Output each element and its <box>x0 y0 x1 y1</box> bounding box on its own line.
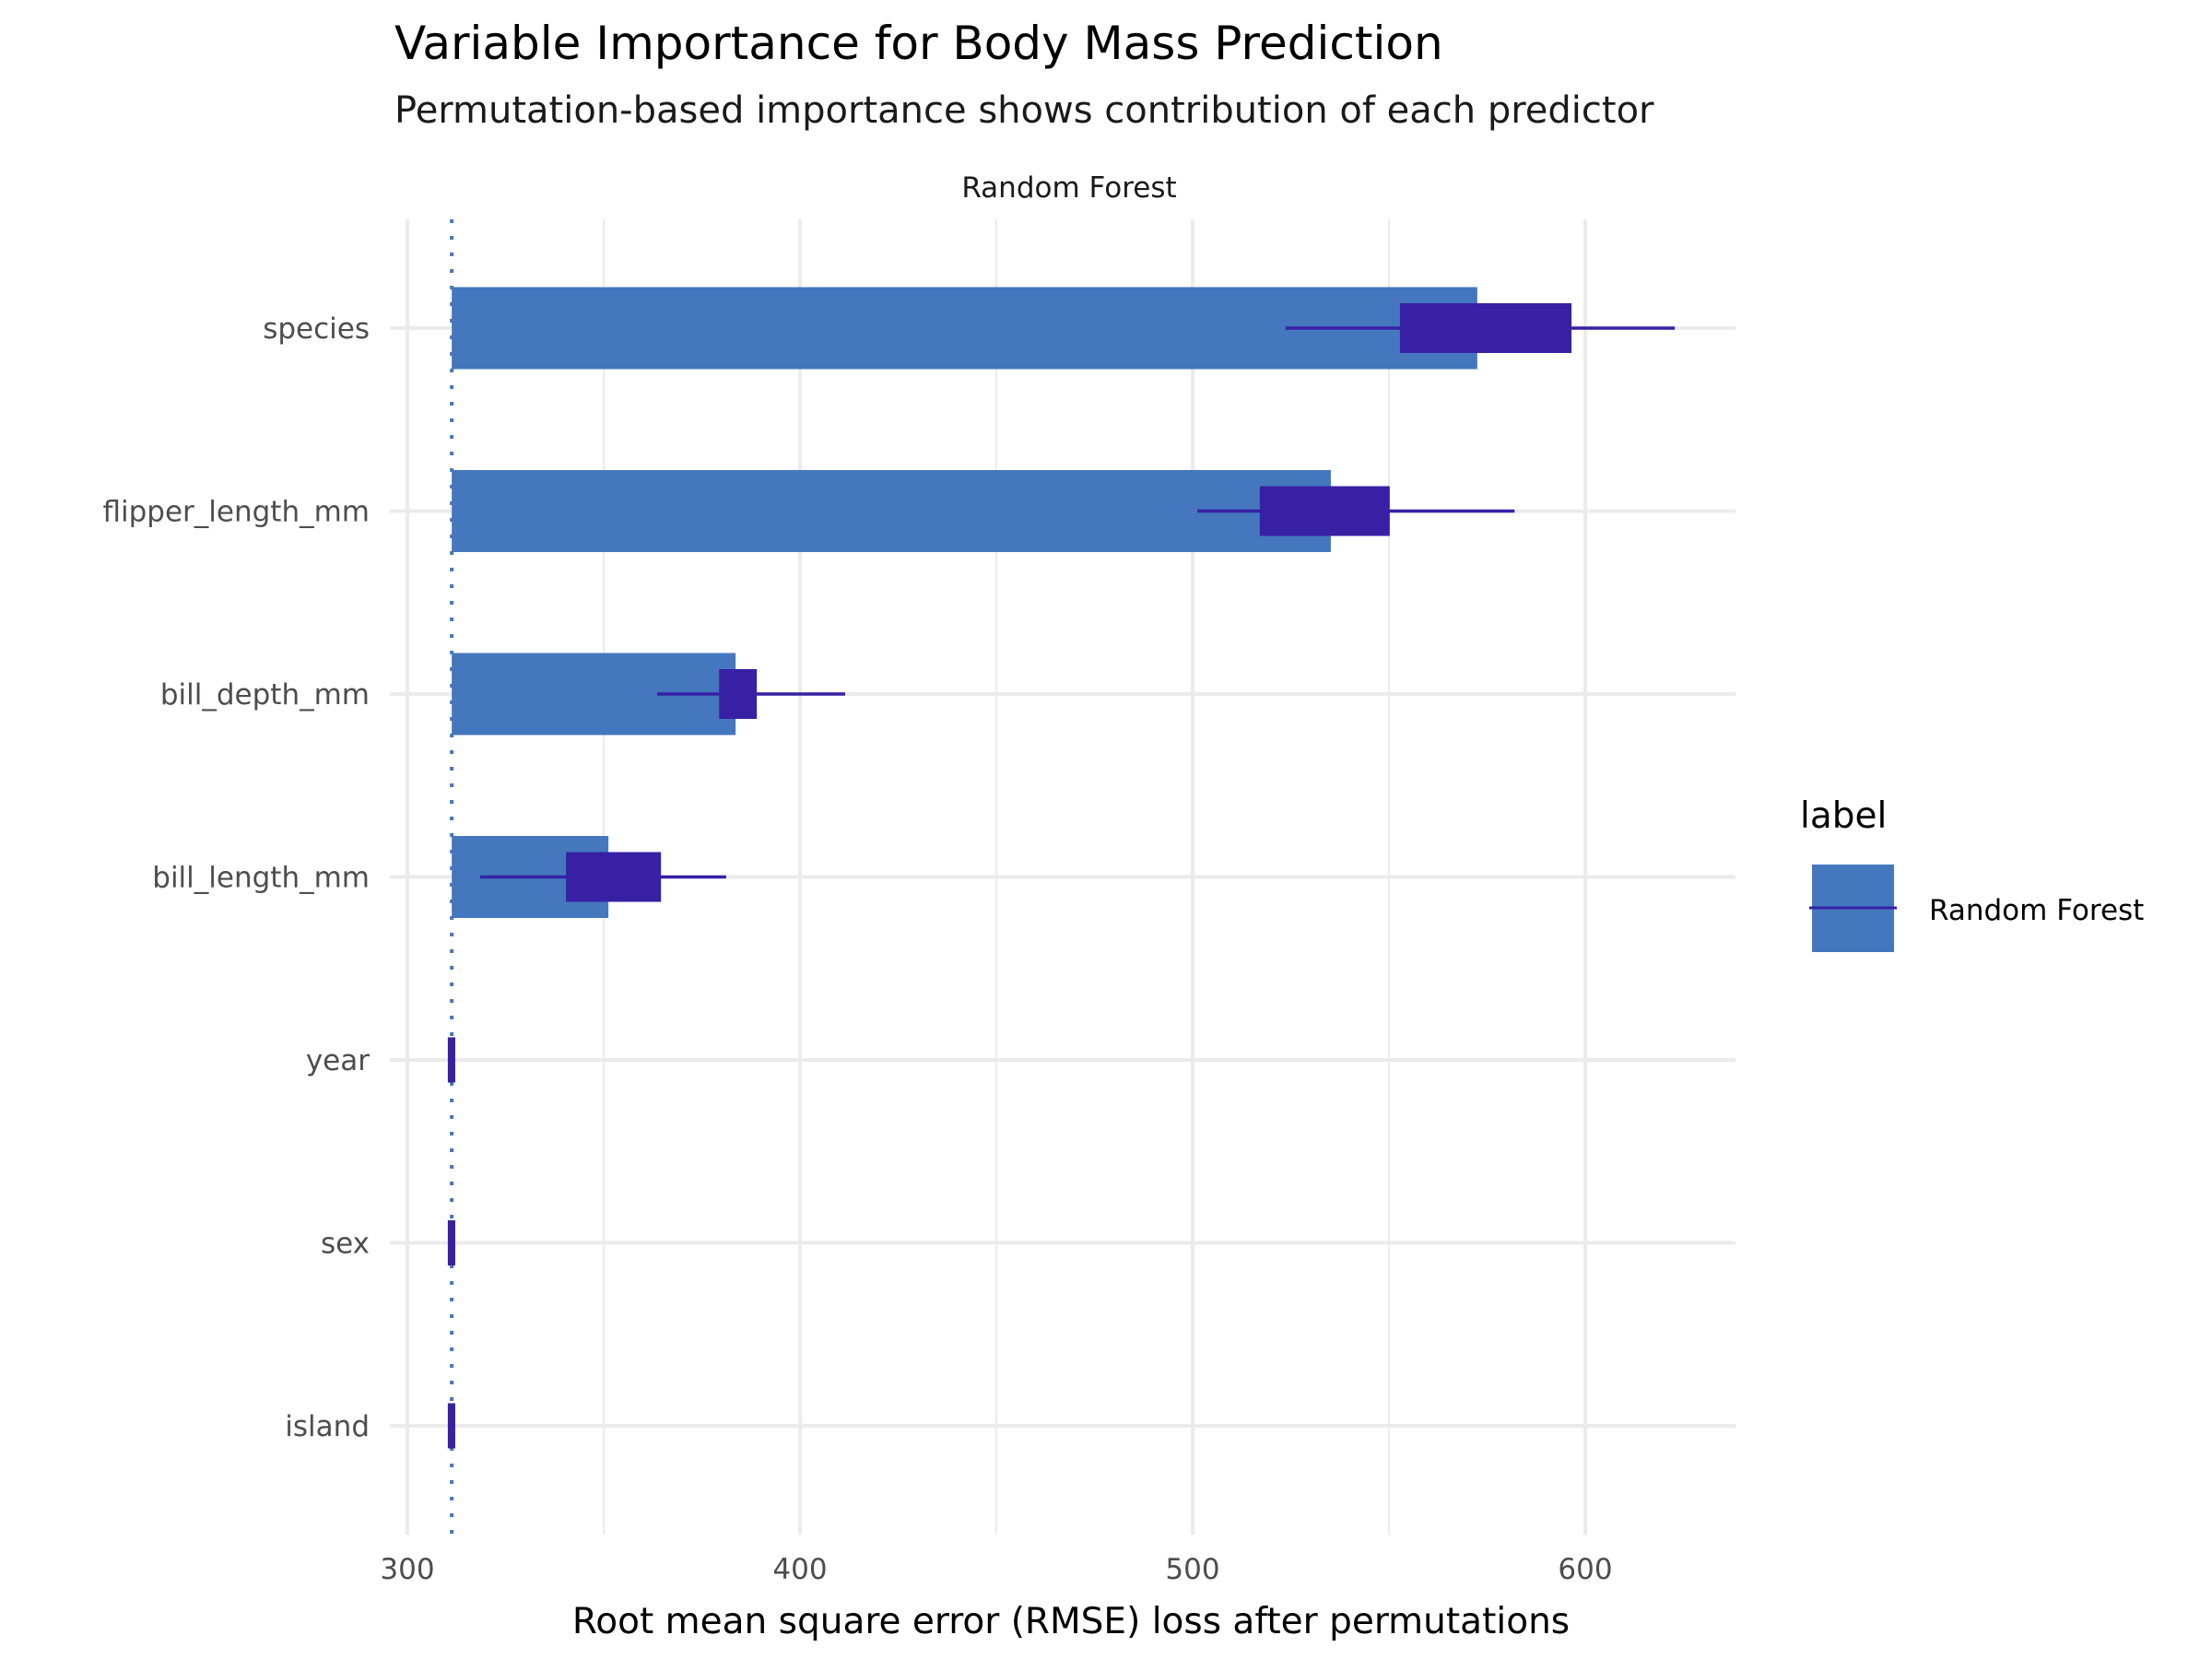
x-tick-label: 500 <box>1165 1553 1219 1586</box>
y-axis-ticks: species flipper_length_mm bill_depth_mmbil… <box>102 312 370 1443</box>
y-tick-label: island <box>285 1410 370 1443</box>
x-axis-title: Root mean square error (RMSE) loss after… <box>572 1601 1570 1642</box>
x-tick-label: 600 <box>1558 1553 1612 1586</box>
y-tick-label: species <box>263 312 370 346</box>
y-tick-label: bill_depth_mm <box>160 678 370 712</box>
box-bill_depth_mm <box>719 669 758 719</box>
bar-flipper_length_mm <box>452 470 1331 552</box>
chart-subtitle: Permutation-based importance shows contr… <box>394 89 1654 132</box>
box-flipper_length_mm <box>1259 486 1390 536</box>
y-tick-label: year <box>306 1044 370 1077</box>
box-sex <box>447 1220 455 1265</box>
facet-label: Random Forest <box>961 171 1176 205</box>
box-species <box>1399 303 1572 353</box>
y-tick-label: sex <box>321 1228 370 1261</box>
boxplots <box>447 303 1676 1449</box>
chart-title: Variable Importance for Body Mass Predic… <box>394 17 1443 70</box>
box-bill_length_mm <box>566 852 662 902</box>
box-island <box>447 1403 455 1449</box>
legend-title: label <box>1800 795 1887 837</box>
y-tick-label: bill_length_mm <box>152 862 370 895</box>
x-axis-ticks: 300 400 500 600 <box>380 1553 1612 1586</box>
legend-entry-label: Random Forest <box>1929 894 2144 927</box>
legend: label Random Forest <box>1800 795 2144 952</box>
x-tick-label: 400 <box>772 1553 827 1586</box>
bars <box>452 287 1477 918</box>
x-tick-label: 300 <box>380 1553 434 1586</box>
y-tick-label: flipper_length_mm <box>102 496 370 529</box>
box-year <box>447 1037 455 1083</box>
